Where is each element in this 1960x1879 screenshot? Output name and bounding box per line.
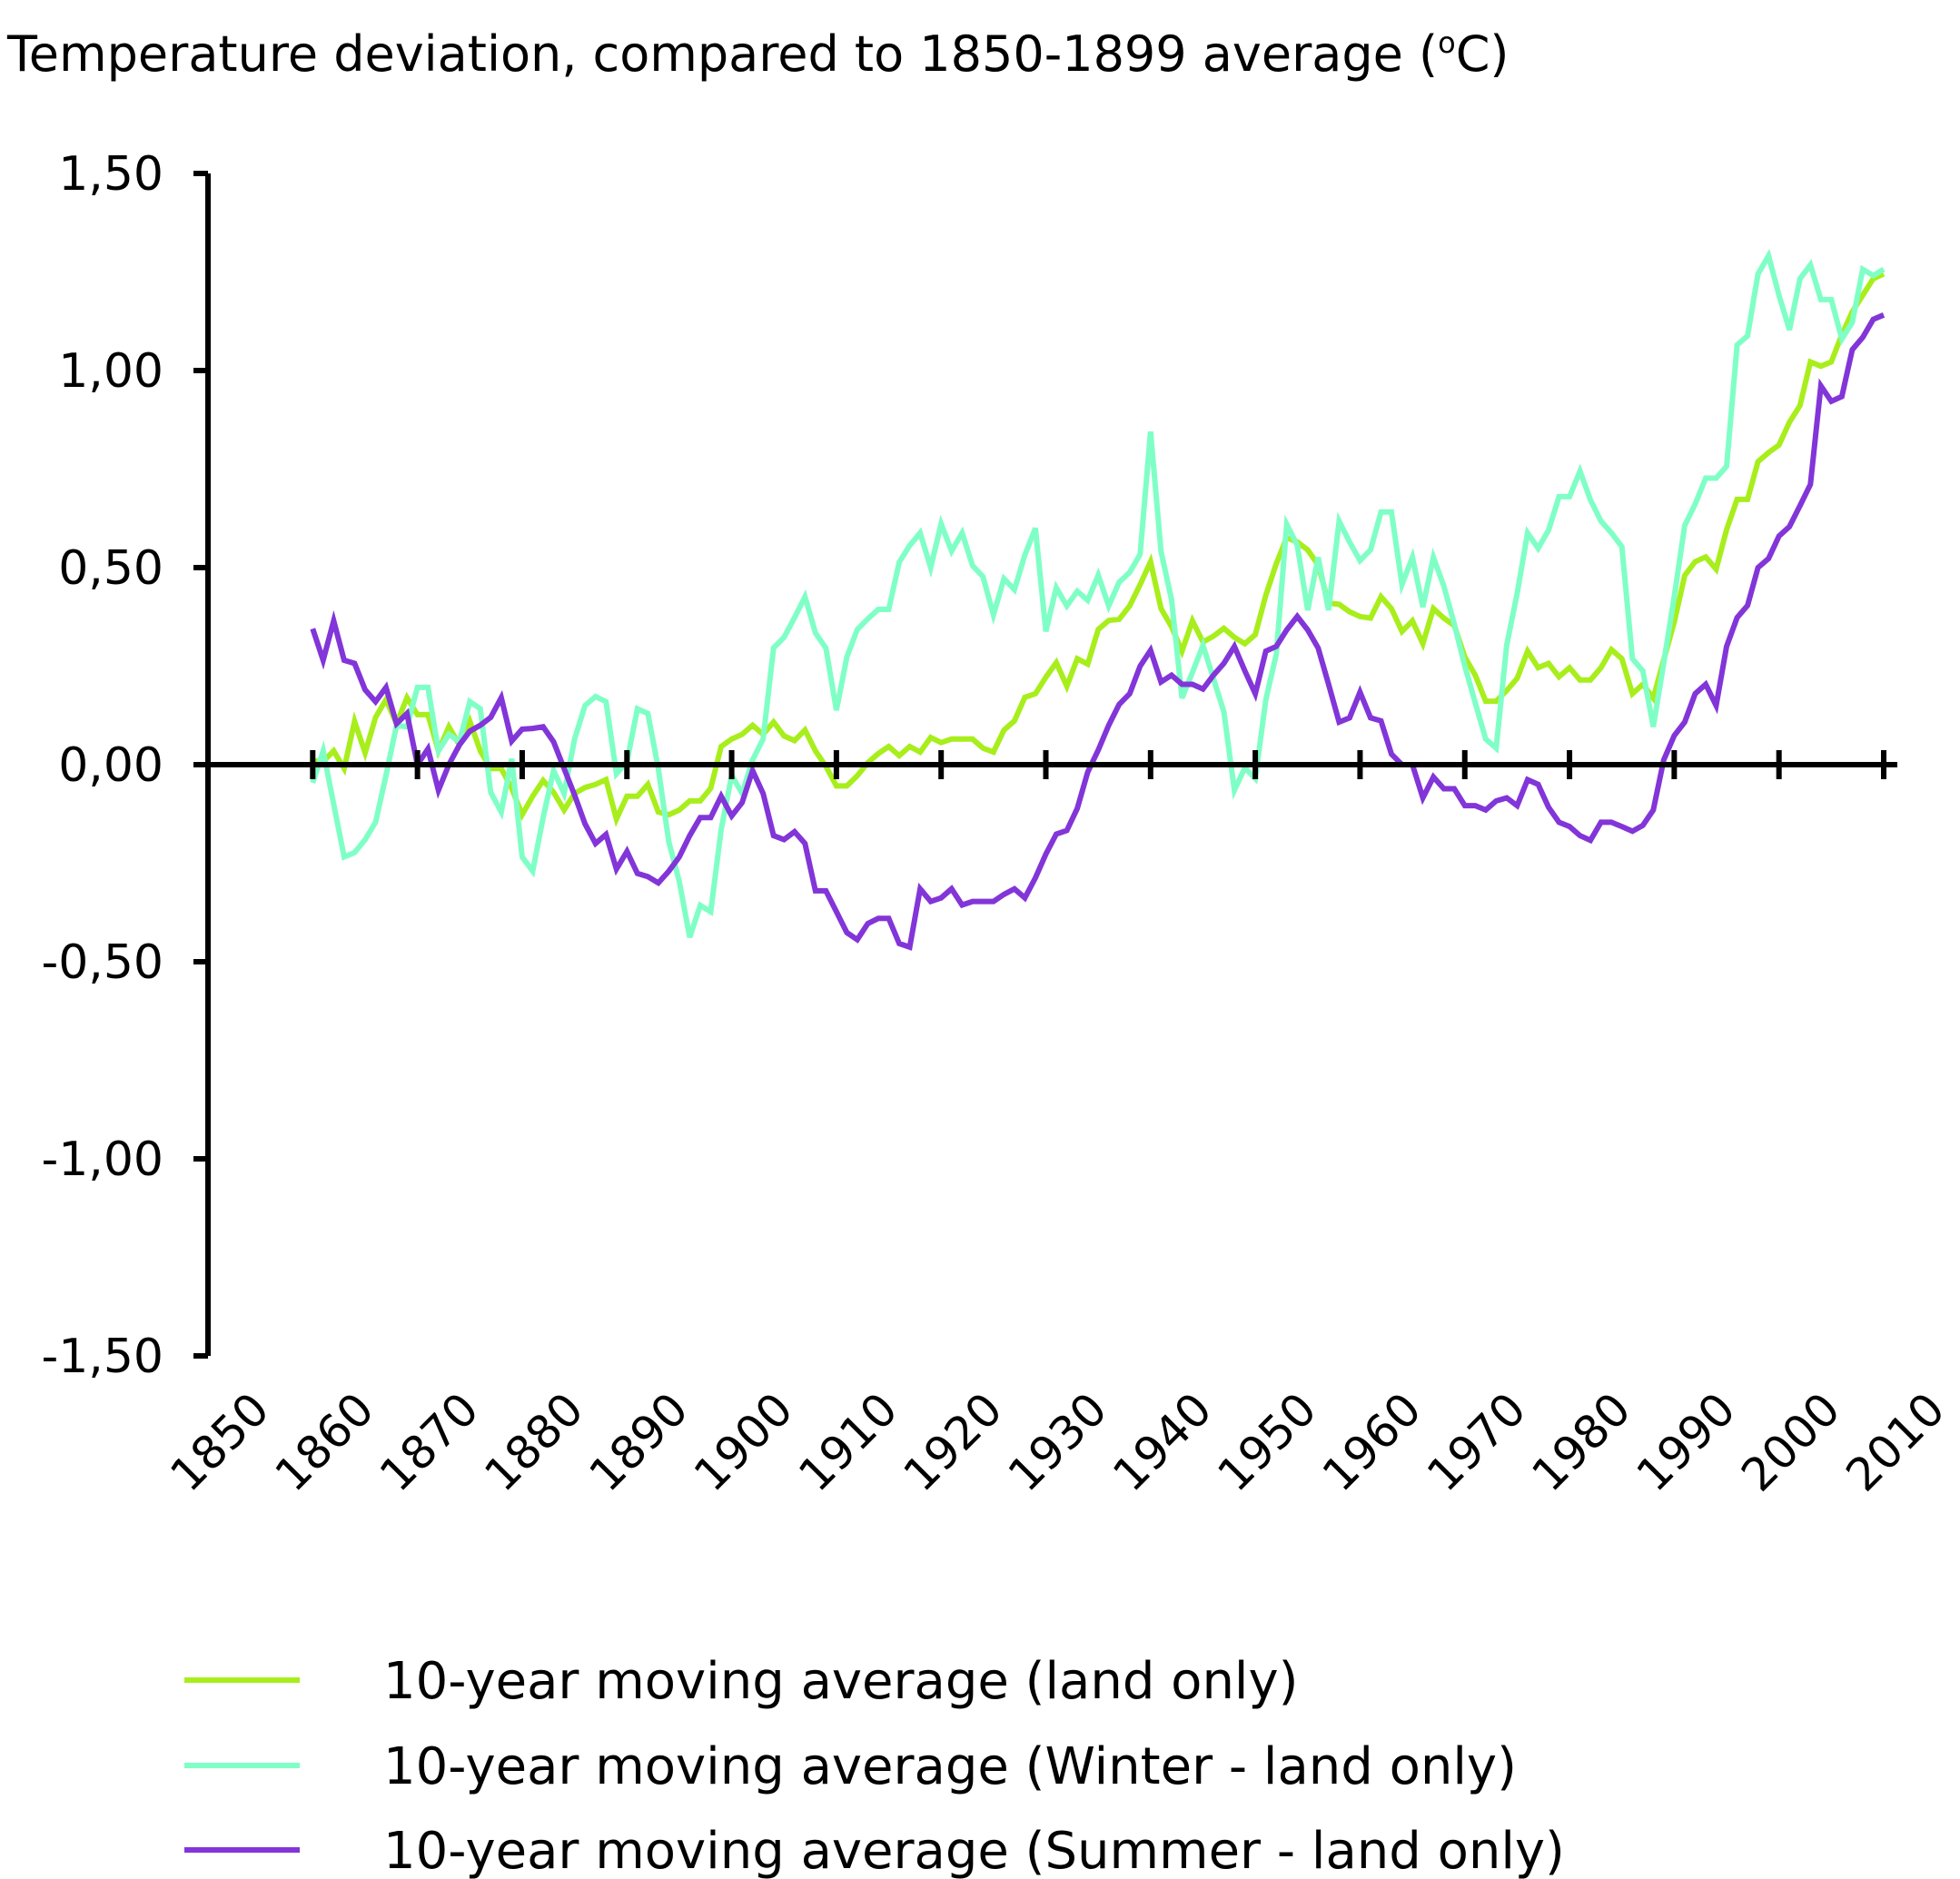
x-tick-label: 1860 [265, 1382, 384, 1501]
legend-label-2: 10-year moving average (Winter - land on… [383, 1737, 1517, 1796]
y-tick-label: 0,00 [58, 738, 163, 793]
x-tick-label: 1850 [160, 1382, 279, 1501]
x-tick-label: 1870 [370, 1382, 489, 1501]
x-tick-label: 1950 [1208, 1382, 1327, 1501]
x-tick-label: 1880 [474, 1382, 593, 1501]
y-axis-tick-labels: 1,50 1,00 0,50 0,00 -0,50 -1,00 -1,50 [41, 147, 163, 1384]
chart-title-superscript: o [1438, 25, 1456, 60]
legend: 10-year moving average (land only) 10-yea… [184, 1652, 1565, 1879]
x-tick-label: 1890 [579, 1382, 698, 1501]
chart-title: Temperature deviation, compared to 1850-… [6, 25, 1509, 83]
legend-label-1: 10-year moving average (land only) [383, 1652, 1298, 1711]
legend-label-3: 10-year moving average (Summer - land on… [383, 1822, 1565, 1879]
plot-area [193, 171, 1897, 1359]
y-tick-label: -1,00 [41, 1132, 163, 1187]
x-tick-label: 1920 [894, 1382, 1013, 1501]
x-tick-label: 1900 [684, 1382, 803, 1501]
x-tick-label: 2010 [1836, 1382, 1955, 1501]
series-line-3 [310, 312, 1886, 951]
y-tick-label: 1,00 [58, 344, 163, 399]
y-tick-label: -0,50 [41, 935, 163, 990]
chart-title-suffix: C) [1456, 25, 1510, 83]
series-line-2 [310, 248, 1886, 939]
x-tick-label: 1910 [788, 1382, 907, 1501]
x-tick-label: 1940 [1103, 1382, 1222, 1501]
chart-title-main: Temperature deviation, compared to 1850-… [6, 25, 1438, 83]
x-tick-label: 1980 [1522, 1382, 1641, 1501]
x-tick-label: 1930 [998, 1382, 1117, 1501]
x-axis-tick-labels: 1850186018701880189019001910192019301940… [160, 1382, 1955, 1501]
x-tick-label: 1970 [1417, 1382, 1536, 1501]
x-tick-label: 1990 [1627, 1382, 1746, 1501]
y-tick-label: 0,50 [58, 541, 163, 596]
y-tick-label: -1,50 [41, 1330, 163, 1384]
y-tick-label: 1,50 [58, 147, 163, 202]
x-tick-label: 2000 [1731, 1382, 1850, 1501]
x-tick-label: 1960 [1312, 1382, 1431, 1501]
